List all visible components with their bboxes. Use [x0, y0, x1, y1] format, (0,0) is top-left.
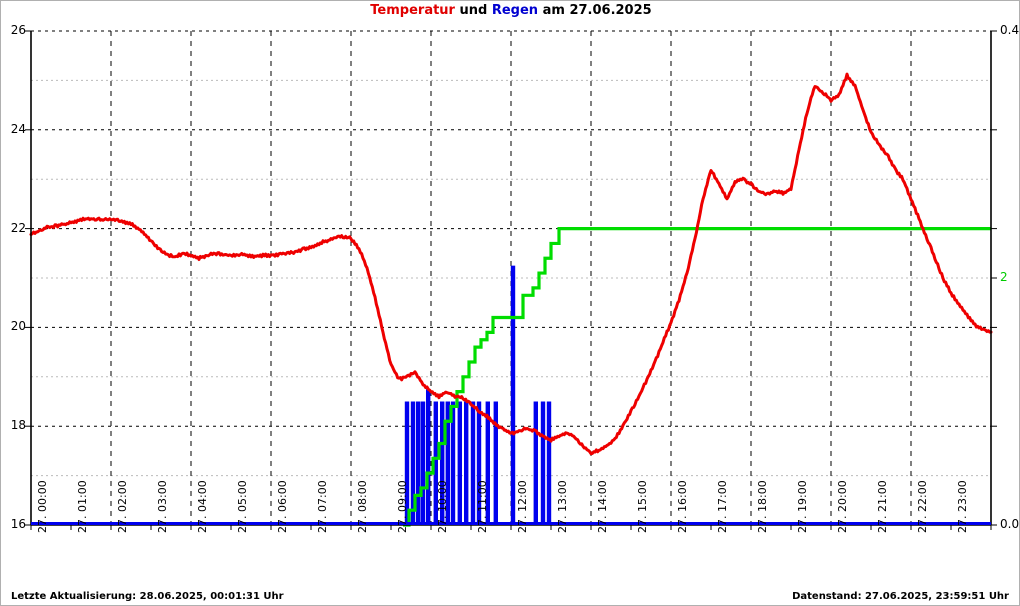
rain-bar [450, 401, 456, 525]
x-axis-tick-label: 27. 08:00 [356, 480, 369, 533]
rain-bar [540, 401, 546, 525]
rain-cumulative-line [403, 227, 991, 527]
rain-bar [420, 401, 426, 525]
y-axis-left-tick-label: 18 [10, 418, 26, 433]
x-axis-tick-label: 27. 16:00 [676, 480, 689, 533]
rain-bar [470, 401, 476, 525]
x-axis-tick-label: 27. 13:00 [556, 480, 569, 533]
rain-bar [546, 401, 552, 525]
x-axis-tick-label: 27. 11:00 [476, 480, 489, 533]
rain-bar [485, 401, 490, 525]
x-axis-tick-label: 27. 00:00 [36, 480, 49, 533]
rain-bar [433, 401, 438, 525]
title-rain-word: Regen [491, 3, 539, 18]
temperature-line [29, 72, 993, 456]
rain-bar [533, 401, 538, 525]
rain-bar [457, 401, 462, 525]
y-axis-left-tick-label: 16 [10, 517, 26, 531]
rain-bar [404, 401, 410, 525]
y-axis-right-tick-label: 0.4 [1000, 23, 1020, 37]
title-temperature-word: Temperatur [370, 3, 455, 18]
x-axis-tick-label: 27. 19:00 [796, 480, 809, 533]
x-axis-tick-label: 27. 05:00 [236, 480, 249, 533]
y-axis-right-secondary-label: 2 [1000, 270, 1008, 284]
title-date: am 27.06.2025 [538, 3, 652, 18]
x-axis-tick-label: 27. 17:00 [716, 480, 729, 533]
rain-bar [476, 401, 482, 525]
chart-title: Temperatur und Regen am 27.06.2025 [1, 3, 1019, 18]
y-axis-left-tick-label: 20 [10, 319, 26, 334]
rain-bar [440, 401, 445, 525]
x-axis-tick-label: 27. 06:00 [276, 480, 289, 533]
rain-bar [445, 401, 450, 525]
x-axis-tick-label: 27. 01:00 [76, 480, 89, 533]
x-axis-tick-label: 27. 09:00 [396, 480, 409, 533]
x-axis-tick-label: 27. 04:00 [196, 480, 209, 533]
x-axis-tick-label: 27. 02:00 [116, 480, 129, 533]
y-axis-left-tick-label: 22 [10, 220, 26, 235]
rain-bar [410, 401, 416, 525]
x-axis-tick-label: 27. 21:00 [876, 480, 889, 533]
x-axis-tick-label: 27. 03:00 [156, 480, 169, 533]
rain-bar [426, 389, 431, 525]
x-axis-tick-label: 27. 23:00 [956, 480, 969, 533]
x-axis-tick-label: 27. 07:00 [316, 480, 329, 533]
title-conjunction: und [454, 3, 492, 18]
rain-bar [416, 401, 421, 525]
rain-bar [510, 265, 516, 525]
rain-bar [493, 401, 498, 525]
x-axis-tick-label: 27. 12:00 [516, 480, 529, 533]
x-axis-tick-label: 27. 20:00 [836, 480, 849, 533]
rain-bar [464, 401, 469, 525]
x-axis-tick-label: 27. 10:00 [436, 480, 449, 533]
y-axis-left-tick-label: 26 [10, 23, 26, 37]
last-update-note: Letzte Aktualisierung: 28.06.2025, 00:01… [11, 591, 284, 602]
y-axis-left-tick-label: 24 [10, 121, 26, 136]
x-axis-tick-label: 27. 14:00 [596, 480, 609, 533]
x-axis-tick-label: 27. 15:00 [636, 480, 649, 533]
x-axis-tick-label: 27. 18:00 [756, 480, 769, 533]
y-axis-right-tick-label: 0.0 [1000, 517, 1020, 531]
data-status-note: Datenstand: 27.06.2025, 23:59:51 Uhr [792, 591, 1009, 602]
x-axis-tick-label: 27. 22:00 [916, 480, 929, 533]
